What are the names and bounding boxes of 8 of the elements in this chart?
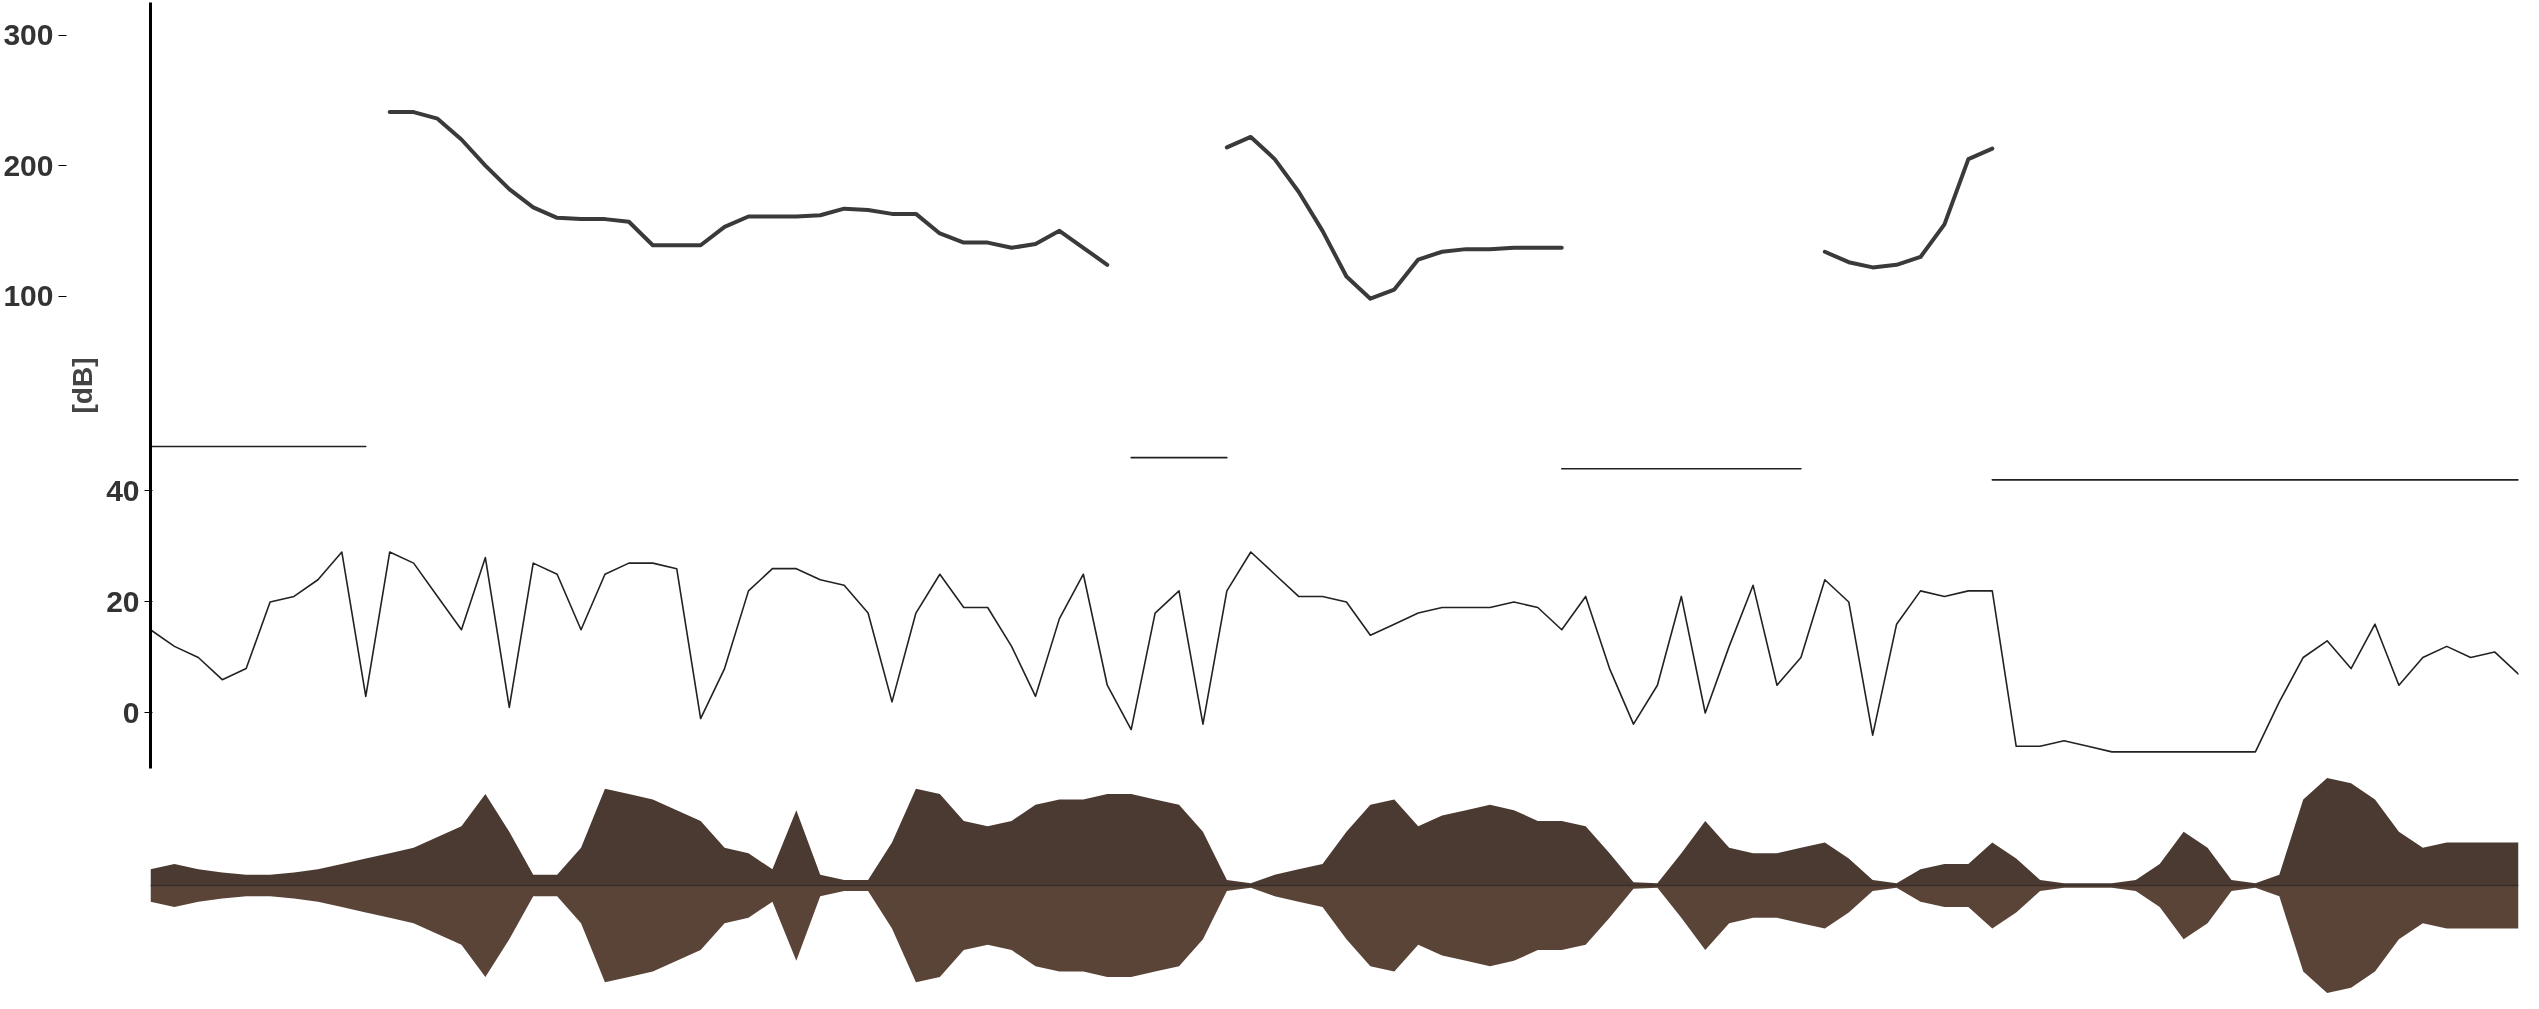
line-series xyxy=(150,551,2519,753)
y-axis-title: [dB] xyxy=(67,357,99,414)
y2-tick-label: 100 xyxy=(3,279,54,313)
y2-tick-label: 200 xyxy=(3,148,54,182)
y2-tick-label: 300 xyxy=(3,18,54,52)
y-tick-label: 40 xyxy=(106,473,140,507)
y-tick-label: 0 xyxy=(122,695,140,729)
y-tick-label: 20 xyxy=(106,584,140,618)
